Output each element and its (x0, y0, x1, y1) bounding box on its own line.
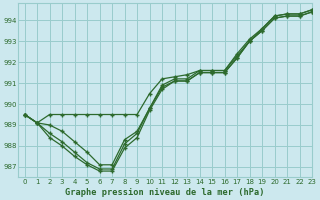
X-axis label: Graphe pression niveau de la mer (hPa): Graphe pression niveau de la mer (hPa) (66, 188, 265, 197)
